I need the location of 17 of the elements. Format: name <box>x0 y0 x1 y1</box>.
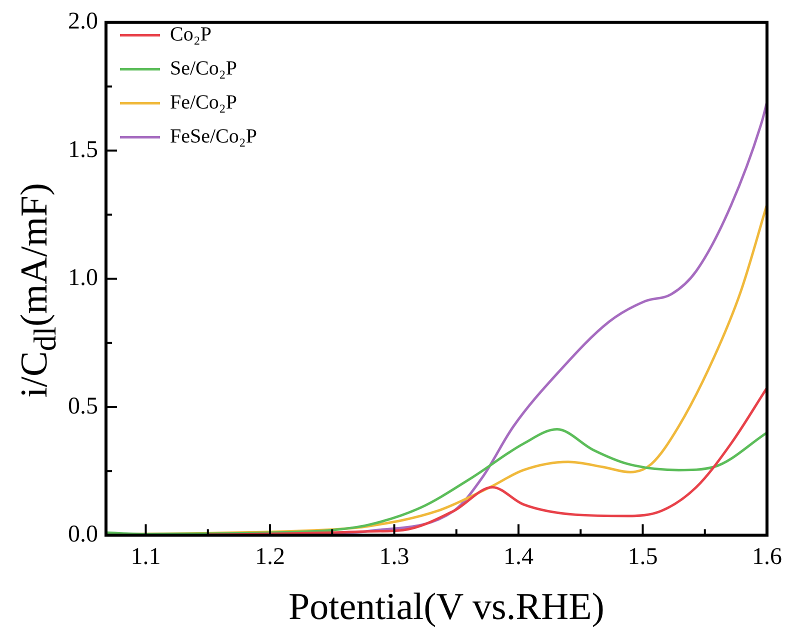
legend-label: Co₂P <box>170 23 212 46</box>
y-tick-label: 1.5 <box>68 136 98 163</box>
y-tick-label: 0.5 <box>68 393 98 420</box>
y-tick-label: 0.0 <box>68 521 98 548</box>
x-tick-label: 1.2 <box>255 544 286 570</box>
y-tick-label: 1.0 <box>68 265 98 292</box>
x-tick-label: 1.6 <box>752 544 782 570</box>
legend-label: Fe/Co₂P <box>170 91 237 114</box>
legend-label: FeSe/Co₂P <box>170 125 257 148</box>
line-series <box>106 428 767 536</box>
legend-label: Se/Co₂P <box>170 57 237 80</box>
y-tick-label: 2.0 <box>68 8 98 35</box>
x-axis-title: Potential(V vs.RHE) <box>288 585 606 629</box>
x-tick-label: 1.1 <box>130 544 161 570</box>
x-tick-label: 1.3 <box>379 544 410 570</box>
x-tick-label: 1.5 <box>628 544 658 570</box>
x-tick-label: 1.4 <box>504 544 534 570</box>
